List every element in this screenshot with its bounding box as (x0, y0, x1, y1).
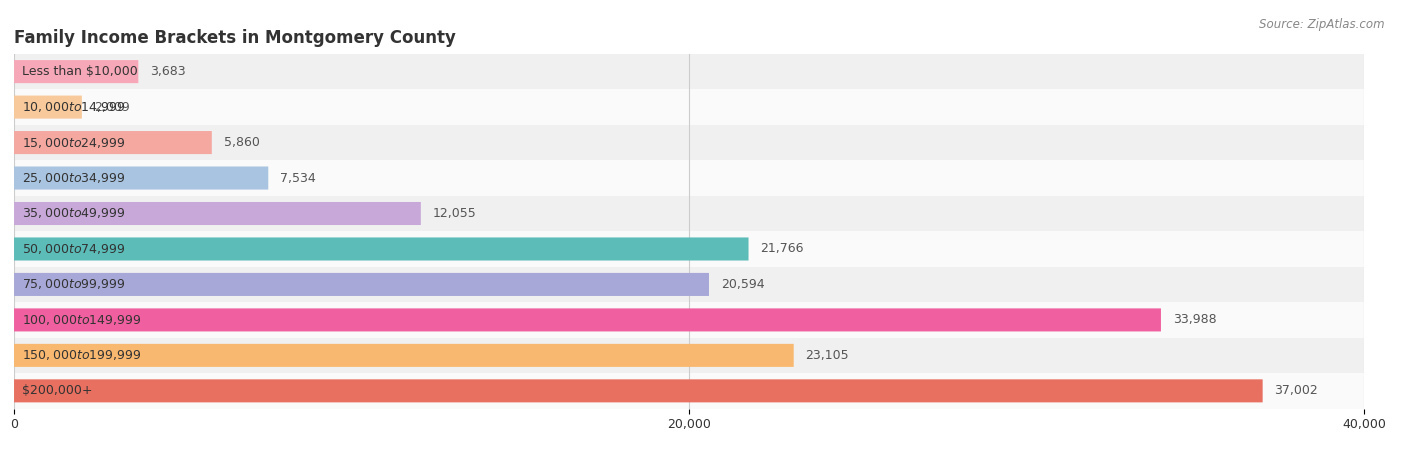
Text: 2,009: 2,009 (94, 101, 129, 114)
Text: 12,055: 12,055 (433, 207, 477, 220)
Bar (0, 160, 1406, 196)
Bar (0, 338, 1406, 373)
Text: Family Income Brackets in Montgomery County: Family Income Brackets in Montgomery Cou… (14, 29, 456, 47)
Text: 37,002: 37,002 (1274, 384, 1319, 397)
Text: 5,860: 5,860 (224, 136, 260, 149)
Text: $10,000 to $14,999: $10,000 to $14,999 (22, 100, 127, 114)
Text: $75,000 to $99,999: $75,000 to $99,999 (22, 277, 127, 291)
Text: Less than $10,000: Less than $10,000 (22, 65, 138, 78)
FancyBboxPatch shape (14, 60, 138, 83)
Text: 21,766: 21,766 (761, 242, 804, 255)
Text: 3,683: 3,683 (150, 65, 186, 78)
Bar (0, 125, 1406, 160)
Text: $25,000 to $34,999: $25,000 to $34,999 (22, 171, 127, 185)
Text: $15,000 to $24,999: $15,000 to $24,999 (22, 136, 127, 150)
FancyBboxPatch shape (14, 131, 212, 154)
Text: 20,594: 20,594 (721, 278, 765, 291)
FancyBboxPatch shape (14, 379, 1263, 402)
Text: $100,000 to $149,999: $100,000 to $149,999 (22, 313, 142, 327)
Text: Source: ZipAtlas.com: Source: ZipAtlas.com (1260, 18, 1385, 31)
Bar (0, 302, 1406, 338)
Text: $150,000 to $199,999: $150,000 to $199,999 (22, 348, 142, 362)
FancyBboxPatch shape (14, 202, 420, 225)
Text: 33,988: 33,988 (1173, 313, 1216, 326)
FancyBboxPatch shape (14, 238, 748, 260)
Bar (0, 231, 1406, 267)
Text: $200,000+: $200,000+ (22, 384, 93, 397)
Text: $35,000 to $49,999: $35,000 to $49,999 (22, 207, 127, 220)
Bar (0, 89, 1406, 125)
FancyBboxPatch shape (14, 96, 82, 119)
Text: $50,000 to $74,999: $50,000 to $74,999 (22, 242, 127, 256)
Bar (0, 54, 1406, 89)
FancyBboxPatch shape (14, 344, 794, 367)
FancyBboxPatch shape (14, 273, 709, 296)
Text: 23,105: 23,105 (806, 349, 849, 362)
Bar (0, 373, 1406, 409)
FancyBboxPatch shape (14, 167, 269, 189)
Bar (0, 267, 1406, 302)
Bar (0, 196, 1406, 231)
FancyBboxPatch shape (14, 308, 1161, 331)
Text: 7,534: 7,534 (280, 172, 316, 185)
